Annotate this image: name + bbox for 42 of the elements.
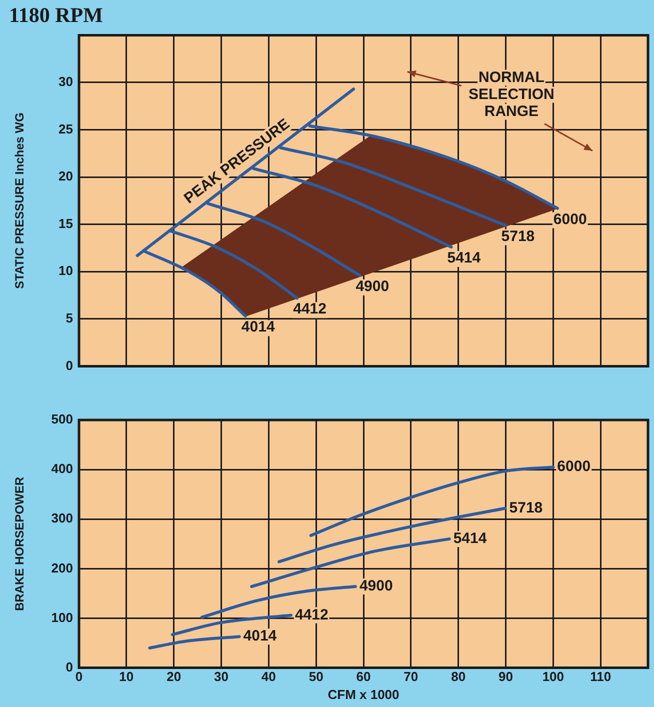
x-tick-label: 80	[451, 669, 466, 684]
x-axis-title: CFM x 1000	[328, 686, 400, 702]
series-label: 4412	[294, 606, 328, 624]
series-label: 6000	[557, 458, 591, 476]
y-tick-label: 25	[58, 121, 73, 136]
series-label: 4900	[359, 578, 393, 595]
x-tick-label: 10	[119, 669, 134, 684]
y-tick-label: 200	[51, 560, 73, 576]
y-axis-title: BRAKE HORSEPOWER	[12, 476, 27, 611]
y-tick-label: 0	[66, 659, 73, 674]
x-tick-label: 70	[404, 669, 418, 684]
y-tick-label: 5	[66, 310, 73, 326]
series-label: 4014	[243, 628, 278, 645]
annotation: NORMAL SELECTION RANGE	[468, 68, 554, 120]
y-tick-label: 30	[58, 74, 73, 90]
series-label: 4014	[241, 318, 276, 336]
series-label: 5414	[453, 530, 488, 548]
x-tick-label: 110	[590, 669, 612, 684]
series-label: 5718	[509, 499, 543, 516]
y-tick-label: 10	[58, 263, 73, 278]
x-tick-label: 20	[166, 669, 182, 684]
x-tick-label: 0	[75, 669, 83, 684]
series-label: 6000	[553, 210, 587, 228]
series-label: 5718	[501, 228, 535, 245]
y-axis-title: STATIC PRESSURE Inches WG	[12, 112, 27, 289]
x-tick-label: 30	[214, 669, 228, 684]
y-tick-label: 20	[58, 168, 73, 184]
x-tick-label: 50	[308, 669, 324, 684]
y-tick-label: 300	[51, 510, 73, 526]
series-label: 4412	[293, 300, 326, 318]
y-tick-label: 400	[51, 461, 73, 476]
x-tick-label: 90	[498, 669, 513, 684]
x-tick-label: 40	[261, 669, 276, 684]
y-tick-label: 100	[51, 610, 73, 625]
x-tick-label: 60	[356, 669, 371, 684]
chart-title: 1180 RPM	[9, 3, 104, 28]
x-tick-label: 100	[542, 669, 564, 684]
y-tick-label: 500	[51, 412, 73, 427]
series-label: 4900	[356, 278, 390, 296]
series-label: 5414	[447, 250, 482, 267]
y-tick-label: 0	[66, 358, 73, 373]
y-tick-label: 15	[58, 216, 73, 231]
